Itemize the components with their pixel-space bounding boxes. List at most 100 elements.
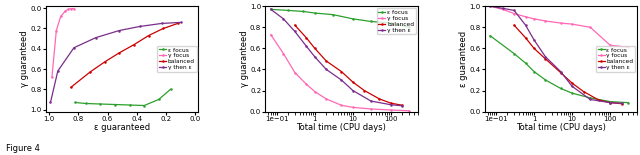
γ then ε (387, 104, 395, 106)
ε focus (140, 105, 148, 106)
Line: ε focus: ε focus (74, 88, 172, 107)
γ then ε (136, 26, 143, 27)
γ focus (522, 16, 529, 18)
γ then ε (530, 39, 538, 41)
γ focus (387, 109, 395, 111)
γ then ε (267, 8, 275, 10)
γ then ε (115, 30, 123, 31)
γ focus (499, 8, 506, 10)
ε focus (568, 92, 576, 94)
ε focus (541, 79, 549, 81)
Legend: ε focus, γ focus, balanced, γ then ε: ε focus, γ focus, balanced, γ then ε (596, 46, 635, 72)
γ focus (557, 22, 564, 24)
γ focus (52, 30, 60, 31)
balanced (530, 47, 538, 49)
γ focus (349, 106, 356, 108)
Legend: ε focus, γ focus, balanced, γ then ε: ε focus, γ focus, balanced, γ then ε (376, 8, 416, 34)
γ then ε (177, 22, 184, 23)
Text: Figure 4: Figure 4 (6, 144, 40, 153)
γ focus (303, 83, 310, 85)
ε focus (72, 102, 79, 103)
balanced (174, 22, 182, 24)
ε focus (405, 26, 413, 28)
ε focus (522, 62, 529, 64)
γ focus (267, 34, 275, 36)
balanced (311, 47, 319, 49)
γ then ε (510, 9, 518, 11)
Line: γ then ε: γ then ε (269, 8, 404, 107)
γ focus (625, 46, 632, 48)
Y-axis label: γ guaranteed: γ guaranteed (239, 31, 248, 87)
Line: γ then ε: γ then ε (489, 5, 623, 105)
γ focus (568, 23, 576, 25)
γ focus (510, 13, 518, 15)
Y-axis label: γ guaranteed: γ guaranteed (20, 31, 29, 87)
γ then ε (158, 22, 166, 24)
ε focus (166, 88, 174, 90)
balanced (606, 102, 614, 104)
ε focus (82, 103, 90, 104)
γ focus (367, 108, 375, 110)
ε focus (111, 104, 119, 105)
ε focus (486, 35, 494, 37)
ε focus (97, 103, 104, 105)
γ focus (61, 10, 69, 12)
Line: balanced: balanced (513, 24, 623, 105)
γ then ε (92, 37, 100, 39)
ε focus (387, 22, 395, 24)
γ focus (323, 98, 330, 100)
γ focus (337, 104, 345, 106)
γ then ε (303, 45, 310, 47)
γ focus (311, 91, 319, 93)
balanced (303, 37, 310, 39)
γ focus (486, 5, 494, 7)
γ focus (405, 110, 413, 112)
ε focus (530, 71, 538, 73)
γ focus (606, 44, 614, 46)
ε focus (267, 8, 275, 10)
ε focus (125, 104, 133, 106)
γ then ε (291, 31, 299, 32)
γ focus (70, 8, 77, 9)
balanced (159, 28, 167, 29)
γ then ε (323, 69, 330, 70)
γ then ε (486, 5, 494, 7)
γ focus (67, 8, 75, 10)
γ then ε (54, 70, 61, 72)
γ then ε (367, 100, 375, 102)
ε focus (155, 99, 163, 100)
ε focus (586, 97, 594, 99)
ε focus (311, 12, 319, 14)
γ focus (586, 26, 594, 28)
γ then ε (70, 47, 77, 49)
Line: balanced: balanced (294, 24, 404, 106)
balanced (115, 52, 123, 54)
γ then ε (568, 85, 576, 87)
γ then ε (311, 56, 319, 58)
γ focus (64, 8, 72, 10)
X-axis label: Total time (CPU days): Total time (CPU days) (516, 123, 605, 132)
γ then ε (606, 102, 614, 104)
ε focus (367, 21, 375, 22)
balanced (349, 81, 356, 83)
Y-axis label: ε guaranteed: ε guaranteed (459, 31, 468, 87)
X-axis label: ε guaranteed: ε guaranteed (94, 123, 150, 132)
γ then ε (280, 18, 287, 20)
γ then ε (349, 90, 356, 91)
balanced (360, 90, 368, 91)
balanced (130, 44, 138, 46)
Legend: ε focus, γ focus, balanced, γ then ε: ε focus, γ focus, balanced, γ then ε (157, 46, 196, 72)
balanced (387, 102, 395, 104)
X-axis label: Total time (CPU days): Total time (CPU days) (296, 123, 387, 132)
γ then ε (47, 102, 54, 103)
Line: γ focus: γ focus (269, 33, 410, 112)
γ then ε (499, 7, 506, 9)
γ focus (57, 15, 65, 17)
balanced (337, 71, 345, 73)
ε focus (329, 14, 337, 16)
Line: ε focus: ε focus (269, 8, 410, 29)
balanced (376, 98, 383, 100)
Line: ε focus: ε focus (489, 34, 630, 104)
γ focus (48, 76, 56, 78)
balanced (399, 104, 406, 106)
